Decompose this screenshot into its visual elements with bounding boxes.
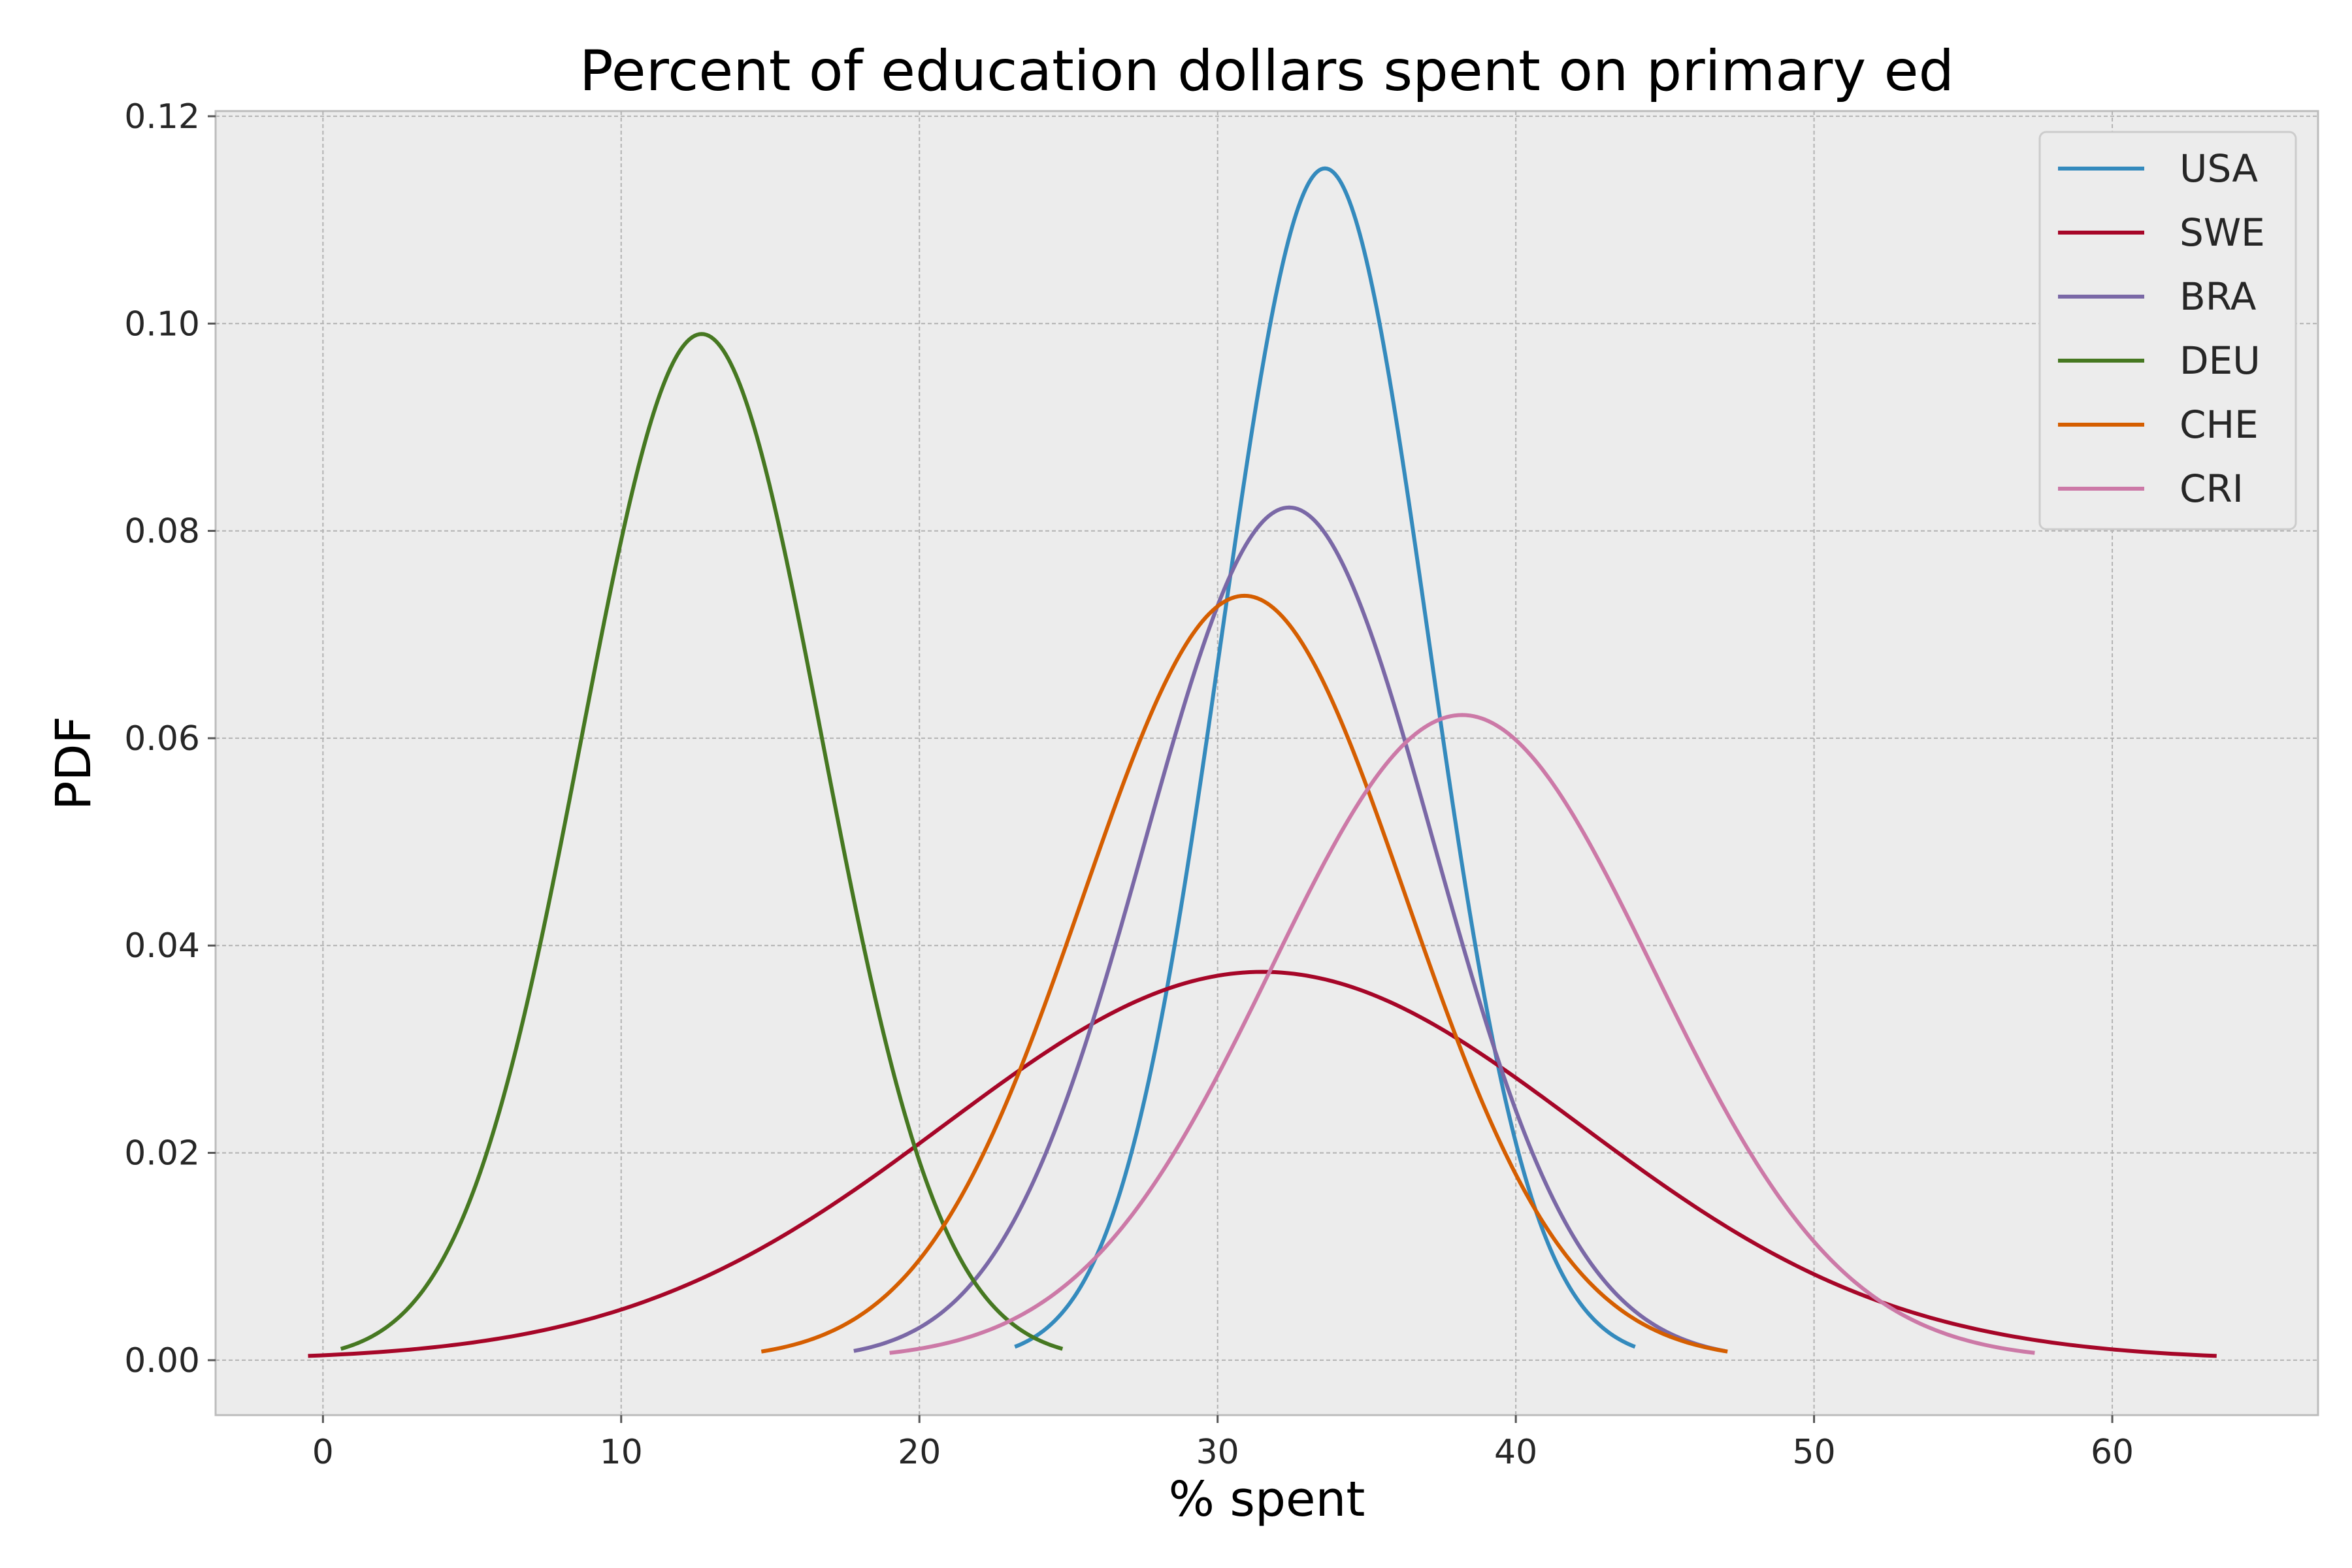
legend-label-deu: DEU <box>2180 338 2261 383</box>
legend-label-bra: BRA <box>2180 274 2257 319</box>
y-tick-label: 0.08 <box>124 512 200 551</box>
series-line-deu <box>340 332 1064 1351</box>
y-tick-label: 0.12 <box>124 97 200 137</box>
legend-label-cri: CRI <box>2180 466 2244 511</box>
y-tick-label: 0.10 <box>124 304 200 344</box>
y-axis-label: PDF <box>46 716 102 810</box>
chart-title: Percent of education dollars spent on pr… <box>580 39 1954 104</box>
legend-box <box>2038 131 2297 531</box>
y-tick-label: 0.00 <box>124 1341 200 1380</box>
series-lines <box>308 166 2217 1358</box>
y-tick-label: 0.02 <box>124 1134 200 1173</box>
legend-label-che: CHE <box>2180 402 2259 447</box>
x-axis-label: % spent <box>1169 1471 1365 1527</box>
x-tick-label: 0 <box>312 1433 334 1472</box>
y-tick-label: 0.06 <box>124 719 200 759</box>
series-line-swe <box>308 970 2217 1358</box>
series-line-bra <box>853 505 1725 1353</box>
y-axis: 0.00 0.02 0.04 0.06 0.08 0.10 0.12 <box>124 97 216 1380</box>
legend: USA SWE BRA DEU CHE CRI <box>2038 131 2297 531</box>
x-axis: 0 10 20 30 40 50 60 <box>312 1415 2134 1472</box>
x-tick-label: 60 <box>2091 1433 2134 1472</box>
y-tick-label: 0.04 <box>124 926 200 966</box>
grid <box>216 111 2318 1415</box>
series-line-usa <box>1014 166 1636 1349</box>
legend-label-swe: SWE <box>2180 210 2265 255</box>
x-tick-label: 30 <box>1196 1433 1239 1472</box>
plot-area <box>214 110 2319 1416</box>
series-line-cri <box>889 713 2035 1355</box>
legend-label-usa: USA <box>2180 146 2258 191</box>
series-line-che <box>760 593 1728 1354</box>
x-tick-label: 10 <box>600 1433 643 1472</box>
x-tick-label: 40 <box>1494 1433 1537 1472</box>
x-tick-label: 20 <box>898 1433 941 1472</box>
x-tick-label: 50 <box>1793 1433 1836 1472</box>
